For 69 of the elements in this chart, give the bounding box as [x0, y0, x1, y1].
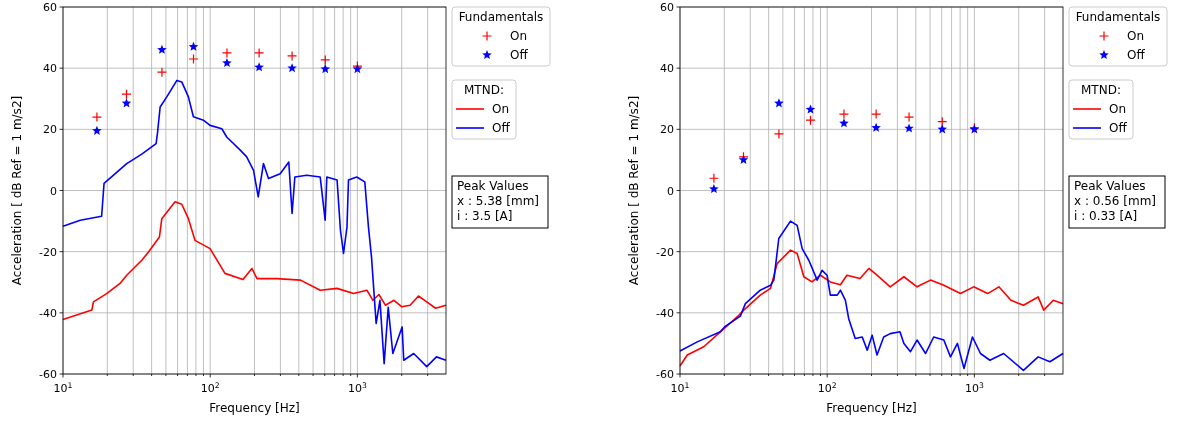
point: [91, 112, 103, 123]
point: [709, 183, 719, 194]
point: [286, 50, 298, 62]
y-tick-label: 60: [43, 1, 57, 14]
point: [839, 118, 849, 128]
legend-title: Fundamentals: [458, 10, 544, 24]
text: Peak Values: [1074, 179, 1146, 193]
point: [774, 98, 784, 108]
point: [937, 124, 948, 134]
point: [904, 123, 914, 133]
text: i : 3.5 [A]: [457, 209, 513, 223]
legend-label: On: [1109, 102, 1127, 116]
y-tick-label: 40: [43, 62, 57, 76]
y-tick-label: -20: [656, 245, 674, 259]
point: [708, 173, 720, 184]
text: i : 0.33 [A]: [1074, 209, 1138, 223]
y-tick-label: 20: [660, 123, 674, 137]
point: [92, 125, 102, 135]
legend-label: On: [492, 102, 510, 116]
y-tick-label: 40: [660, 62, 674, 76]
text: MTND:: [464, 83, 504, 97]
y-tick-label: 0: [50, 184, 57, 198]
point: [156, 67, 168, 78]
y-tick-label: 20: [43, 123, 57, 137]
legend-label: Off: [492, 121, 511, 135]
x-tick-label: 10$^{3}$: [347, 380, 367, 395]
x-tick-label: 10$^{3}$: [964, 380, 984, 395]
x-axis-title: Frequency [Hz]: [209, 401, 300, 415]
point: [352, 64, 363, 74]
legend-label: On: [1127, 29, 1145, 43]
point: [903, 112, 915, 123]
y-tick-label: -40: [656, 306, 674, 320]
point: [188, 53, 199, 65]
y-tick-label: -40: [39, 306, 57, 320]
point: [838, 108, 850, 120]
point: [320, 64, 331, 74]
point: [254, 62, 264, 72]
legend-label: On: [510, 29, 528, 43]
legend-title: Fundamentals: [1075, 10, 1161, 24]
point: [871, 122, 881, 132]
point: [773, 128, 785, 140]
point: [871, 108, 882, 120]
point: [157, 44, 167, 54]
x-tick-label: 10$^{2}$: [200, 380, 220, 395]
x-axis-title: Frequency [Hz]: [826, 401, 917, 415]
legend-label: Off: [1127, 48, 1146, 62]
y-axis-title: Acceleration [ dB Ref = 1 m/s2]: [10, 95, 24, 286]
point: [254, 47, 265, 58]
point: [287, 63, 297, 73]
y-tick-label: 0: [667, 184, 674, 198]
y-tick-label: -60: [39, 368, 57, 381]
y-tick-label: 60: [660, 1, 674, 14]
legend-label: Off: [1109, 121, 1128, 135]
y-tick-label: -60: [656, 368, 674, 381]
point: [221, 47, 233, 58]
point: [222, 57, 232, 68]
legend-label: Off: [510, 48, 529, 62]
x-tick-label: 10$^{1}$: [670, 380, 690, 395]
text: Peak Values: [457, 179, 529, 193]
point: [188, 41, 199, 51]
point: [805, 104, 816, 114]
y-axis-title: Acceleration [ dB Ref = 1 m/s2]: [627, 95, 641, 286]
x-tick-label: 10$^{2}$: [817, 380, 837, 395]
text: x : 5.38 [mm]: [457, 194, 540, 208]
y-tick-label: -20: [39, 245, 57, 259]
x-tick-label: 10$^{1}$: [53, 380, 73, 395]
text: MTND:: [1081, 83, 1121, 97]
point: [320, 54, 331, 66]
text: x : 0.56 [mm]: [1074, 194, 1157, 208]
